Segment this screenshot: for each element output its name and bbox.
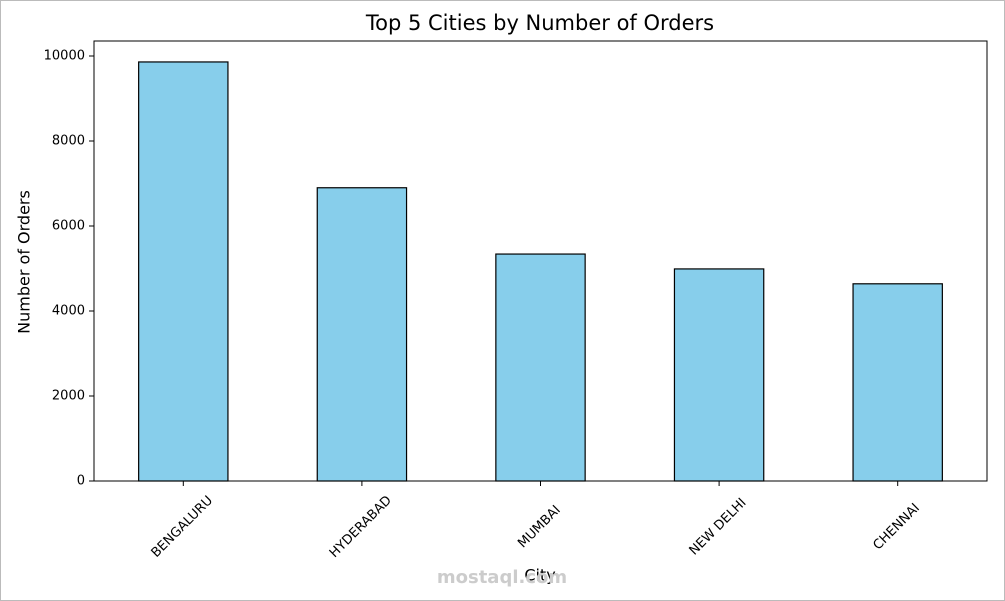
- y-tick-label: 10000: [44, 49, 85, 64]
- bar: [495, 253, 586, 482]
- plot-frame: [93, 40, 988, 482]
- y-tick-label: 6000: [52, 219, 85, 234]
- bar: [138, 61, 229, 482]
- chart-title: Top 5 Cities by Number of Orders: [365, 11, 714, 35]
- y-tick-label: 2000: [52, 389, 85, 404]
- bar: [316, 187, 408, 482]
- x-axis-label: City: [524, 566, 555, 585]
- bar: [673, 268, 765, 482]
- y-tick-label: 8000: [52, 134, 85, 149]
- bar: [852, 283, 943, 482]
- y-axis-label: Number of Orders: [15, 190, 34, 334]
- y-tick-label: 4000: [52, 304, 85, 319]
- y-tick-label: 0: [77, 474, 85, 489]
- watermark: mostaql.com: [437, 567, 567, 588]
